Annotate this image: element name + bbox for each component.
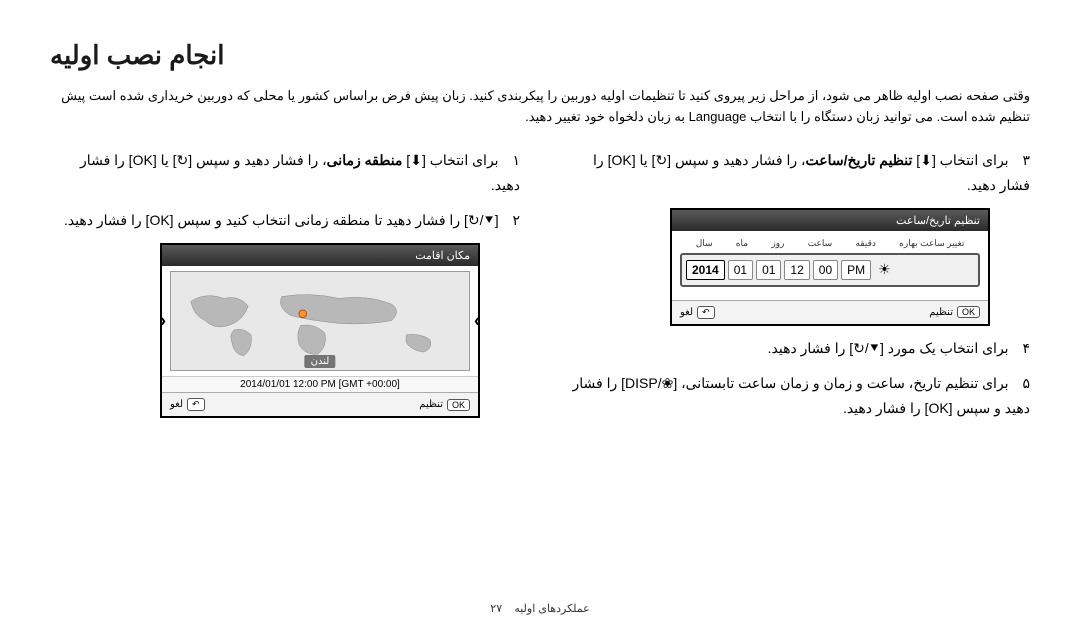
cancel-label: لغو xyxy=(680,307,693,318)
content-columns: ۱ برای انتخاب [⬇] منطقه زمانی، را فشار د… xyxy=(50,148,1030,432)
step1-text-a: برای انتخاب [ xyxy=(422,152,499,168)
flash-icon: ⯆ xyxy=(483,208,494,233)
timezone-screen-footer: OK تنظیم ↶ لغو xyxy=(162,392,478,416)
city-label: لندن xyxy=(305,355,336,368)
ampm-field[interactable]: PM xyxy=(841,260,871,280)
step-num-5: ۵ xyxy=(1022,375,1030,391)
right-column: ۱ برای انتخاب [⬇] منطقه زمانی، را فشار د… xyxy=(50,148,520,432)
label-dst: تغییر ساعت بهاره xyxy=(899,238,964,249)
step2-text-a: [ xyxy=(495,212,499,228)
cancel-button[interactable]: ↶ لغو xyxy=(170,398,205,411)
step1-text-c: ، را فشار دهید و سپس [ xyxy=(188,152,326,168)
step1-text-b: ] xyxy=(402,152,410,168)
label-min: دقیقه xyxy=(855,238,875,249)
step1-bold: منطقه زمانی xyxy=(327,152,403,168)
hour-field[interactable]: 12 xyxy=(784,260,809,280)
step5-text-a: برای تنظیم تاریخ، ساعت و زمان و زمان ساع… xyxy=(673,375,1008,391)
step2-text-c: ] را فشار دهید تا منطقه زمانی انتخاب کنی… xyxy=(64,212,468,228)
world-map: لندن xyxy=(170,271,470,371)
left-column: ۳ برای انتخاب [⬇] تنظیم تاریخ/ساعت، را ف… xyxy=(560,148,1030,432)
ok-key: OK xyxy=(957,306,980,318)
back-key-icon: ↶ xyxy=(697,306,715,319)
label-hour: ساعت xyxy=(808,238,833,249)
confirm-label: تنظیم xyxy=(419,399,443,410)
datetime-screen-body: سال ماه روز ساعت دقیقه تغییر ساعت بهاره … xyxy=(672,231,988,300)
step-num-4: ۴ xyxy=(1022,340,1030,356)
step-1: ۱ برای انتخاب [⬇] منطقه زمانی، را فشار د… xyxy=(50,148,520,198)
label-year: سال xyxy=(696,238,713,249)
step3-bold: تنظیم تاریخ/ساعت xyxy=(806,152,913,168)
timezone-screen-header: مکان اقامت xyxy=(162,245,478,266)
back-key-icon: ↶ xyxy=(187,398,205,411)
macro-icon: ❀ xyxy=(662,371,674,396)
datetime-fields-row: 2014 01 01 12 00 PM ☀ xyxy=(680,253,980,287)
day-field[interactable]: 01 xyxy=(756,260,781,280)
confirm-button[interactable]: OK تنظیم xyxy=(929,306,980,318)
datetime-screen-footer: OK تنظیم ↶ لغو xyxy=(672,300,988,324)
confirm-label: تنظیم xyxy=(929,307,953,318)
step-3: ۳ برای انتخاب [⬇] تنظیم تاریخ/ساعت، را ف… xyxy=(560,148,1030,198)
page-title: انجام نصب اولیه xyxy=(50,40,1030,71)
sun-icon[interactable]: ☀ xyxy=(874,261,895,278)
cancel-label: لغو xyxy=(170,399,183,410)
flash-icon: ⯆ xyxy=(869,336,880,361)
down-icon: ⬇ xyxy=(410,148,422,173)
step-2: ۲ [⯆/↻] را فشار دهید تا منطقه زمانی انتخ… xyxy=(50,208,520,233)
step-5: ۵ برای تنظیم تاریخ، ساعت و زمان و زمان س… xyxy=(560,371,1030,421)
datetime-screen: تنظیم تاریخ/ساعت سال ماه روز ساعت دقیقه … xyxy=(670,208,990,326)
down-icon: ⬇ xyxy=(920,148,932,173)
ok-key: OK xyxy=(447,399,470,411)
step4-text-a: برای انتخاب یک مورد [ xyxy=(880,340,1009,356)
label-day: روز xyxy=(771,238,784,249)
step-num-1: ۱ xyxy=(512,152,520,168)
step-num-2: ۲ xyxy=(512,212,520,228)
step3-text-a: برای انتخاب [ xyxy=(932,152,1009,168)
timer-icon: ↻ xyxy=(853,336,865,361)
cancel-button[interactable]: ↶ لغو xyxy=(680,306,715,319)
timer-icon: ↻ xyxy=(655,148,667,173)
label-month: ماه xyxy=(736,238,748,249)
page-footer: عملکردهای اولیه ۲۷ xyxy=(0,602,1080,615)
min-field[interactable]: 00 xyxy=(813,260,838,280)
chevron-right-icon[interactable]: › xyxy=(474,311,480,332)
timezone-screen-body: ‹ لندن › xyxy=(162,266,478,376)
month-field[interactable]: 01 xyxy=(728,260,753,280)
step-num-3: ۳ xyxy=(1022,152,1030,168)
timer-icon: ↻ xyxy=(177,148,189,173)
step4-text-c: ] را فشار دهید. xyxy=(768,340,854,356)
year-field[interactable]: 2014 xyxy=(686,260,725,280)
intro-text: وقتی صفحه نصب اولیه ظاهر می شود، از مراح… xyxy=(50,86,1030,128)
map-svg xyxy=(186,287,454,364)
confirm-button[interactable]: OK تنظیم xyxy=(419,399,470,411)
footer-text: عملکردهای اولیه xyxy=(514,603,589,615)
page-number: ۲۷ xyxy=(490,603,502,615)
timer-icon: ↻ xyxy=(468,208,480,233)
timezone-screen: مکان اقامت ‹ لندن xyxy=(160,243,480,418)
chevron-left-icon[interactable]: ‹ xyxy=(160,311,166,332)
step3-text-b: ] xyxy=(912,152,920,168)
datetime-labels-row: سال ماه روز ساعت دقیقه تغییر ساعت بهاره xyxy=(680,236,980,251)
step-4: ۴ برای انتخاب یک مورد [⯆/↻] را فشار دهید… xyxy=(560,336,1030,361)
step3-text-c: ، را فشار دهید و سپس [ xyxy=(667,152,805,168)
gmt-bar: [GMT +00:00] 2014/01/01 12:00 PM xyxy=(162,376,478,392)
datetime-screen-header: تنظیم تاریخ/ساعت xyxy=(672,210,988,231)
